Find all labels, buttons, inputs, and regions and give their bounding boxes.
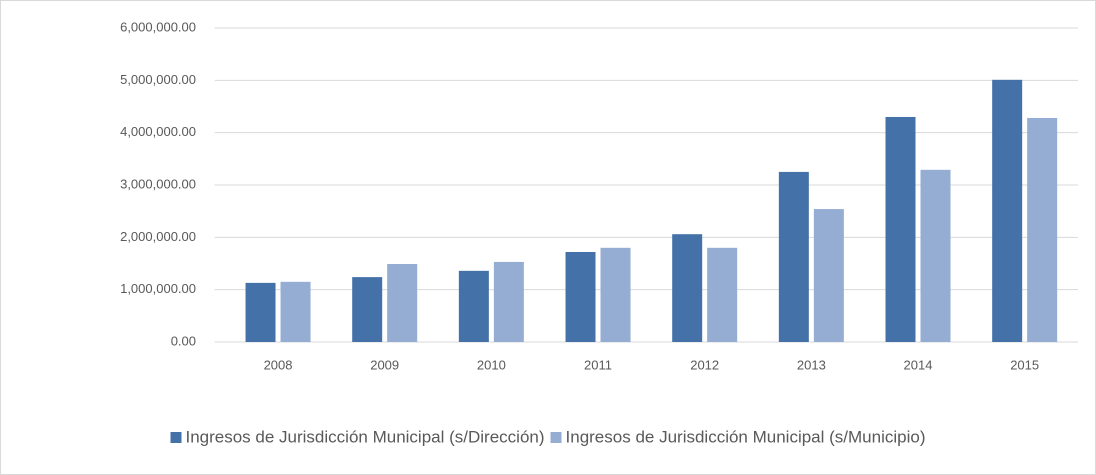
bar (778, 171, 809, 342)
y-tick-label: 2,000,000.00 (120, 229, 196, 244)
bar (493, 261, 524, 342)
x-tick-label: 2012 (690, 357, 719, 372)
bar (885, 116, 916, 342)
bar (600, 247, 631, 342)
y-tick-label: 5,000,000.00 (120, 72, 196, 87)
x-tick-label: 2013 (797, 357, 826, 372)
bar (387, 264, 418, 342)
bar (280, 281, 311, 342)
bar (920, 169, 951, 342)
legend-swatch (170, 432, 182, 443)
bar (707, 247, 738, 342)
x-tick-label: 2010 (477, 357, 506, 372)
y-tick-label: 1,000,000.00 (120, 281, 196, 296)
x-tick-label: 2011 (584, 357, 612, 372)
bar (352, 277, 383, 342)
bar (813, 209, 844, 342)
bar (672, 234, 703, 342)
bar (992, 79, 1023, 342)
x-tick-label: 2014 (904, 357, 933, 372)
x-tick-label: 2015 (1010, 357, 1039, 372)
legend-label: Ingresos de Jurisdicción Municipal (s/Mu… (566, 427, 926, 446)
y-tick-label: 0.00 (171, 333, 196, 348)
y-tick-label: 6,000,000.00 (120, 19, 196, 34)
y-tick-label: 3,000,000.00 (120, 176, 196, 191)
legend-swatch (550, 432, 562, 443)
bar (245, 282, 276, 342)
y-tick-label: 4,000,000.00 (120, 124, 196, 139)
x-tick-label: 2008 (264, 357, 293, 372)
bar (565, 251, 596, 342)
x-tick-label: 2009 (370, 357, 399, 372)
legend-label: Ingresos de Jurisdicción Municipal (s/Di… (185, 427, 544, 446)
bar (1027, 118, 1058, 342)
bar (458, 270, 489, 342)
